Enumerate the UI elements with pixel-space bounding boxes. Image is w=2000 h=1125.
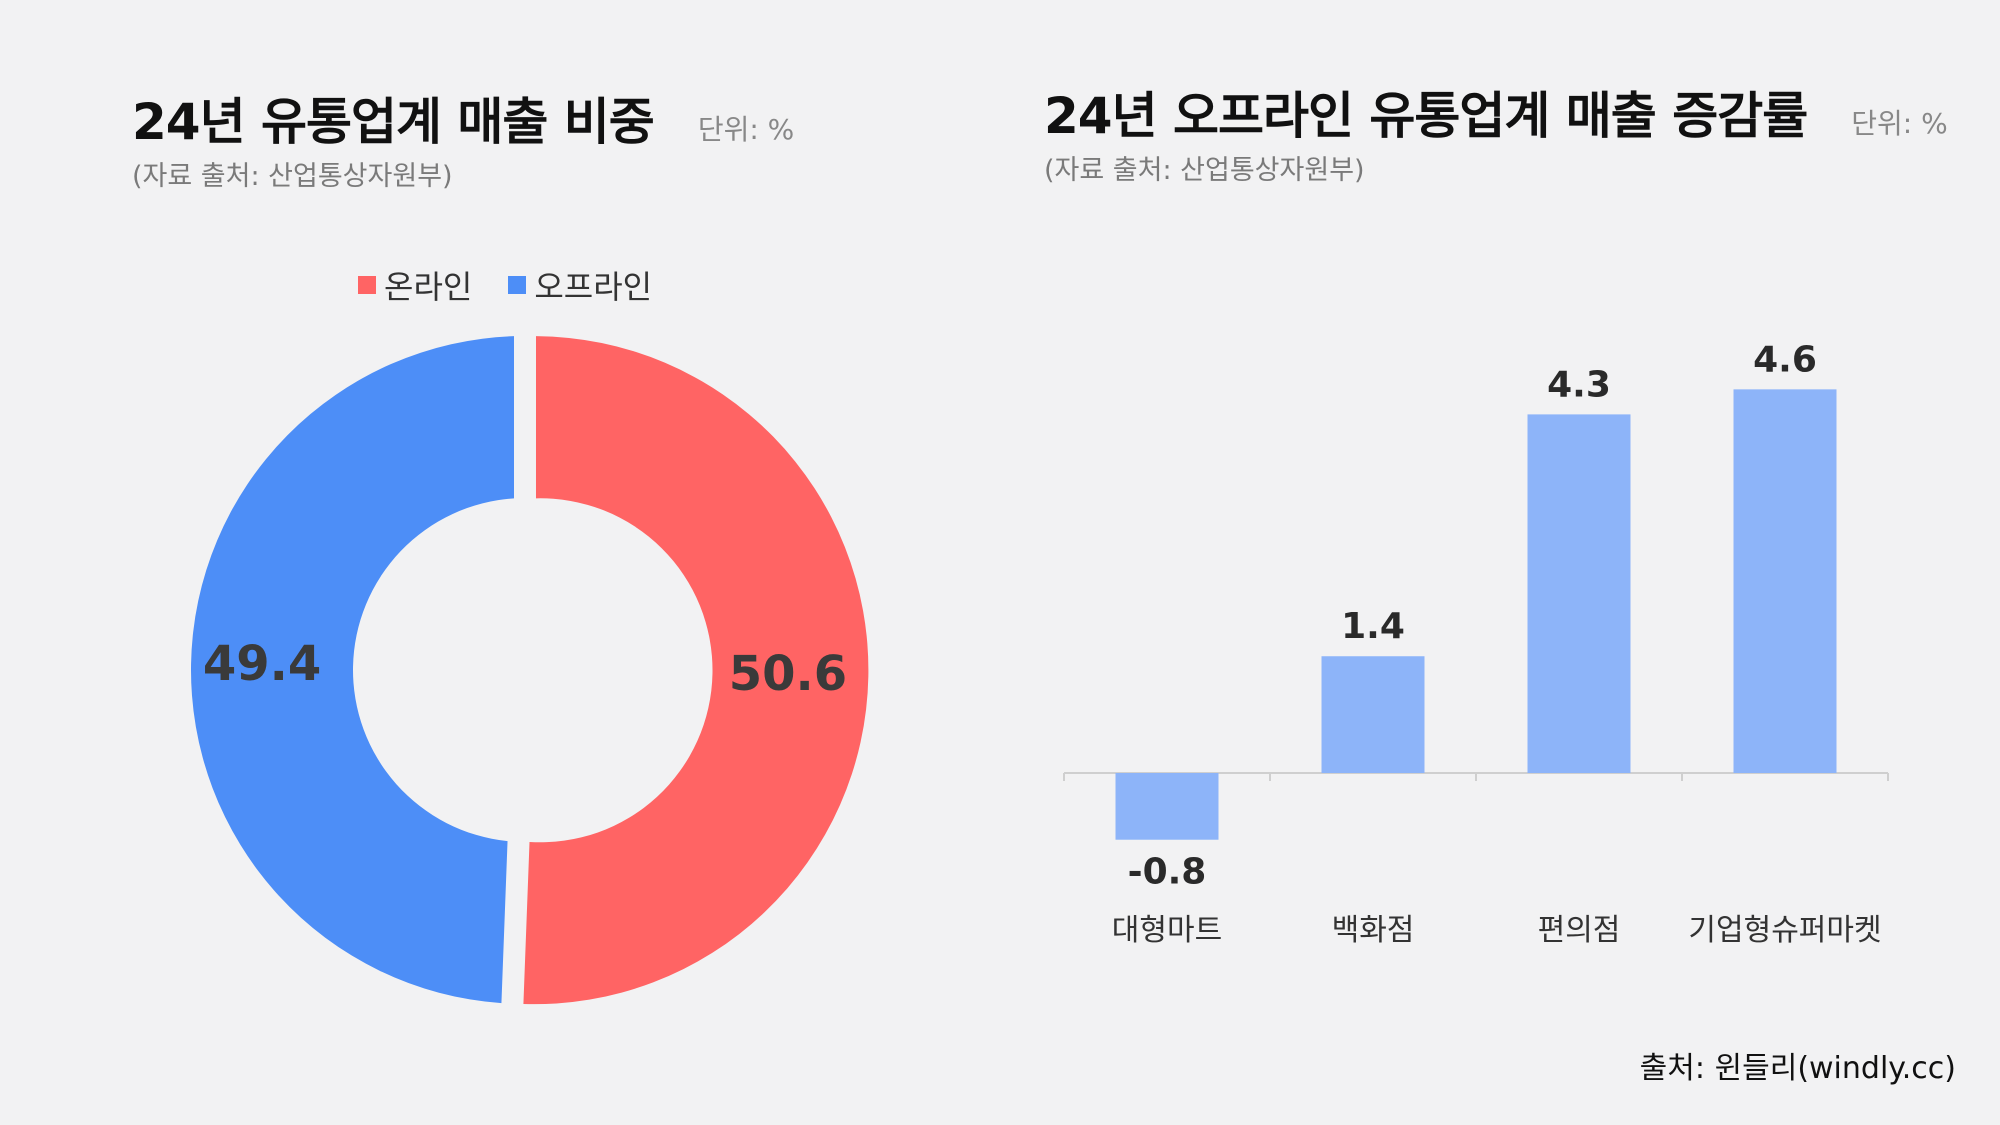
donut-unit-label: 단위: % (697, 113, 795, 146)
legend-swatch-online (358, 276, 376, 294)
legend-label-online: 온라인 (384, 268, 473, 306)
donut-chart-title: 24년 유통업계 매출 비중 (132, 93, 655, 151)
bar-value-label-0: -0.8 (1128, 852, 1207, 893)
bar-source-note: (자료 출처: 산업통상자원부) (1044, 155, 1365, 186)
legend-swatch-offline (508, 276, 527, 294)
footer-credit: 출처: 윈들리(windly.cc) (1639, 1051, 1956, 1086)
donut-slice-0 (523, 336, 869, 1005)
donut-slice-1 (190, 336, 515, 1004)
donut-chart: 50.6 49.4 (190, 336, 869, 1005)
donut-slice-label-0: 50.6 (729, 646, 847, 702)
bar-chart: -0.8 대형마트 1.4 백화점 4.3 편의점 4.6 기업형슈퍼마켓 (1063, 339, 1889, 948)
bar-3 (1733, 389, 1837, 773)
bar-chart-panel: 24년 오프라인 유통업계 매출 증감률 단위: % (자료 출처: 산업통상자… (1000, 0, 2000, 1125)
bar-unit-label: 단위: % (1851, 107, 1948, 140)
bar-category-label-0: 대형마트 (1112, 913, 1222, 948)
bar-category-label-2: 편의점 (1538, 913, 1621, 948)
donut-legend: 온라인 오프라인 (358, 262, 688, 308)
legend-label-offline: 오프라인 (534, 268, 653, 306)
donut-source-note: (자료 출처: 산업통상자원부) (132, 161, 453, 192)
bar-category-label-3: 기업형슈퍼마켓 (1688, 913, 1881, 948)
bar-value-label-3: 4.6 (1753, 339, 1817, 380)
donut-slice-label-1: 49.4 (203, 636, 321, 692)
legend-item-online: 온라인 (358, 262, 472, 308)
bar-value-label-2: 4.3 (1547, 364, 1611, 405)
legend-item-offline: 오프라인 (508, 262, 652, 308)
donut-chart-panel: 24년 유통업계 매출 비중 단위: % (자료 출처: 산업통상자원부) 온라… (132, 82, 869, 1005)
bar-0 (1115, 773, 1219, 840)
bar-category-label-1: 백화점 (1332, 913, 1415, 948)
bar-title-row: 24년 오프라인 유통업계 매출 증감률 단위: % (1044, 76, 1948, 148)
donut-title-row: 24년 유통업계 매출 비중 단위: % (132, 82, 794, 154)
bar-2 (1527, 414, 1631, 773)
bar-chart-title: 24년 오프라인 유통업계 매출 증감률 (1044, 87, 1808, 145)
bar-1 (1321, 656, 1425, 773)
bar-value-label-1: 1.4 (1341, 606, 1405, 647)
